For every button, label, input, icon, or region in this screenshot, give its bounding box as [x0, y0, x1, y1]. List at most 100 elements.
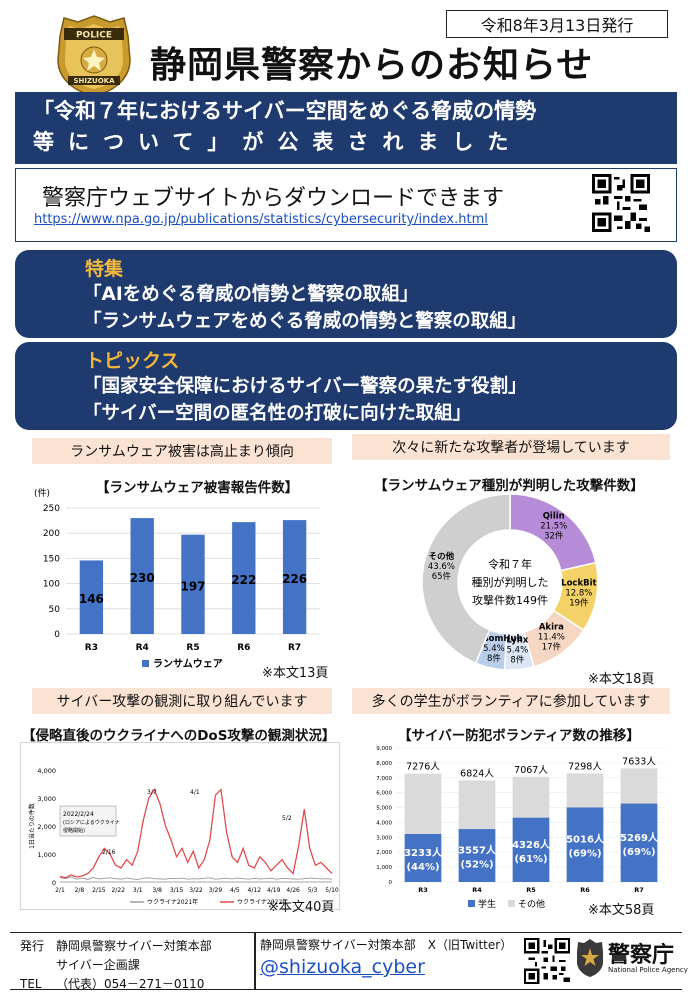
chart3-x-tick: 2/1: [55, 887, 65, 894]
chart3-y-tick: 2,000: [37, 823, 56, 831]
chart3-y-tick: 1,000: [37, 851, 56, 859]
chart1-bar: [130, 518, 154, 634]
chart4-y-tick: 6,000: [376, 791, 392, 797]
chart3-annotation: 2022/2/24: [63, 811, 94, 818]
chart4-student-pct: (44%): [406, 862, 439, 873]
chart2-slice-label: その他: [429, 551, 455, 562]
chart3-x-tick: 3/29: [209, 887, 223, 894]
chart3-title: 【侵略直後のウクライナへのDoS攻撃の観測状況】: [22, 728, 336, 744]
x-account-label: 静岡県警察サイバー対策本部 X（旧Twitter）: [260, 938, 513, 952]
chart4-student-label: 5016人: [566, 833, 605, 846]
chart1-title: 【ランサムウェア被害報告件数】: [96, 480, 299, 496]
chart4-y-tick: 7,000: [376, 776, 392, 782]
chart2-slice-pct: 21.5%: [540, 521, 567, 531]
chart2-slice-count: 8件: [510, 655, 524, 666]
download-link[interactable]: https://www.npa.go.jp/publications/stati…: [34, 212, 488, 227]
badge-bottom-text: SHIZUOKA: [73, 77, 115, 85]
headline-line-1: 「令和７年におけるサイバー空間をめぐる脅威の情勢: [33, 99, 537, 123]
chart4-y-tick: 1,000: [376, 865, 392, 871]
chart1-x-tick: R7: [288, 643, 301, 653]
chart4-y-tick: 3,000: [376, 835, 392, 841]
chart1-y-tick: 50: [49, 605, 61, 615]
npa-emblem-icon: [577, 939, 603, 977]
note-page-58: ※本文58頁: [588, 903, 655, 918]
chart2-center-text: 令和７年: [488, 557, 532, 571]
chart3-x-tick: 2/8: [75, 887, 85, 894]
chart1-legend-swatch: [142, 660, 149, 667]
chart1-y-tick: 250: [43, 504, 60, 514]
issuer-name: 静岡県警察サイバー対策本部: [56, 939, 212, 953]
note-page-13: ※本文13頁: [262, 666, 329, 681]
chart4-y-tick: 8,000: [376, 761, 392, 767]
chart2-slice-count: 32件: [544, 530, 564, 541]
chart4-y-tick: 2,000: [376, 850, 392, 856]
qr-code-icon[interactable]: [592, 174, 650, 232]
chart1-value-label: 226: [282, 572, 307, 586]
chart1-bar: [282, 520, 307, 634]
chart4-student-label: 5269人: [620, 831, 659, 844]
chart1-bar: [79, 560, 104, 634]
chart1-value-label: 230: [130, 571, 155, 585]
features-heading: 特集: [85, 258, 124, 280]
chart4-student-pct: (52%): [460, 860, 493, 871]
x-account-handle[interactable]: @shizuoka_cyber: [260, 956, 425, 978]
chart4-x-tick: R6: [580, 886, 590, 894]
chart1-x-tick: R6: [237, 643, 250, 653]
chart4-x-tick: R4: [472, 886, 482, 894]
chart1-legend-label: ランサムウェア: [153, 658, 223, 670]
page-title: 静岡県警察からのお知らせ: [150, 45, 594, 86]
chart4-y-tick: 5,000: [376, 806, 392, 812]
chart3-x-tick: 4/26: [286, 887, 300, 894]
npa-english-name: National Police Agency: [608, 966, 688, 974]
footer: [10, 932, 682, 990]
chart3-legend-label: ウクライナ2021年: [147, 898, 198, 906]
npa-name: 警察庁: [608, 943, 675, 968]
issue-date: 令和8年3月13日発行: [446, 10, 668, 38]
chart1-x-tick: R5: [186, 643, 199, 653]
chart4-bar-other: [404, 773, 442, 834]
chart4-x-tick: R3: [418, 886, 428, 894]
chart3-y-label: 1日当たりの件数: [28, 803, 36, 849]
chart2-slice-pct: 12.8%: [565, 588, 592, 598]
chart2-slice-label: RansomHub: [465, 634, 522, 644]
section-ransomware-trend: ランサムウェア被害は高止まり傾向: [32, 438, 332, 464]
qr-code-x-icon[interactable]: [524, 938, 570, 984]
chart3-x-tick: 4/5: [230, 887, 240, 894]
note-page-40: ※本文40頁: [268, 900, 335, 915]
section-student-volunteers: 多くの学生がボランティアに参加しています: [352, 688, 670, 714]
badge-top-text: POLICE: [76, 31, 112, 41]
chart4-student-label: 3233人: [404, 846, 443, 859]
chart1-bar: [181, 534, 205, 634]
chart1-value-label: 146: [79, 592, 104, 606]
chart3-annotation: 4/1: [190, 789, 200, 796]
chart4-y-tick: 9,000: [376, 746, 392, 752]
headline-banner: 「令和７年におけるサイバー空間をめぐる脅威の情勢 等について」が公表されました: [15, 92, 677, 164]
ransomware-bar-chart: (件) 0 50 100 150 200 250 146 R3 230 R4 197 R5 222 R6 22…: [34, 487, 320, 670]
chart2-slice-label: Akira: [539, 622, 564, 632]
tel-label: TEL: [20, 977, 42, 991]
chart1-y-tick: 0: [54, 630, 60, 640]
footer-divider: [254, 932, 256, 990]
chart4-bar-students: [512, 817, 550, 882]
chart4-bar-other: [458, 780, 496, 830]
chart4-legend-label: 学生: [478, 898, 496, 910]
chart3-callout-box: [59, 805, 117, 837]
police-badge-icon: POLICE SHIZUOKA: [57, 15, 131, 97]
chart4-student-pct: (69%): [568, 849, 601, 860]
feature-item-2: 「ランサムウェアをめぐる脅威の情勢と警察の取組」: [83, 311, 527, 332]
chart1-y-tick: 200: [43, 529, 60, 539]
topic-item-1: 「国家安全保障におけるサイバー警察の果たす役割」: [83, 376, 527, 397]
chart4-bar-other: [620, 768, 658, 804]
chart4-student-pct: (61%): [514, 854, 547, 865]
chart2-slice-count: 65件: [432, 571, 452, 582]
chart2-slice-count: 19件: [569, 597, 589, 608]
chart4-y-tick: 0: [389, 880, 393, 886]
tel-number: （代表）054－271－0110: [56, 977, 205, 991]
chart1-x-tick: R3: [85, 643, 98, 653]
section-cyber-observation: サイバー攻撃の観測に取り組んでいます: [32, 688, 332, 714]
chart4-legend-label: その他: [518, 898, 545, 910]
chart3-legend-label: ウクライナ2022年: [237, 898, 288, 906]
chart4-y-tick: 4,000: [376, 820, 392, 826]
chart3-y-tick: 4,000: [37, 767, 56, 775]
chart3-y-tick: 0: [52, 879, 56, 887]
